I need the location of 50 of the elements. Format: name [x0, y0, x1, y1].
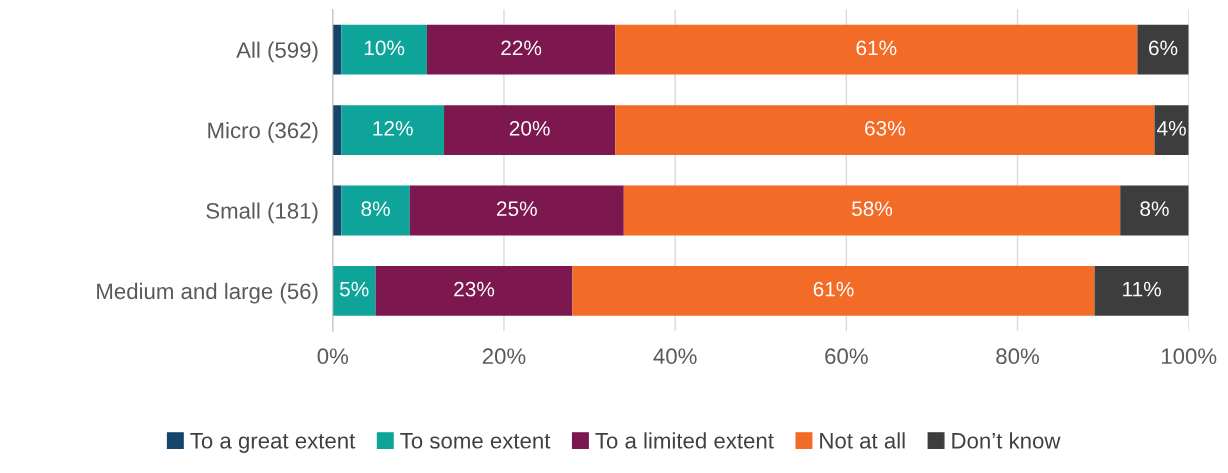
data-label: 4%	[1157, 121, 1186, 136]
bar	[426, 24, 616, 75]
data-label: 25%	[497, 201, 537, 217]
bar	[332, 105, 342, 155]
bar	[615, 105, 1155, 155]
x-tick-label: 40%	[653, 348, 697, 365]
data-label: 23%	[454, 281, 495, 297]
data-label: 12%	[373, 120, 413, 136]
data-label: 8%	[1140, 201, 1169, 217]
legend-label: To a limited extent	[595, 432, 774, 449]
bar	[341, 185, 410, 236]
data-label: 6%	[1149, 40, 1178, 56]
x-tick-label: 20%	[482, 348, 526, 365]
data-label: 22%	[501, 40, 542, 56]
data-label: 5%	[339, 281, 369, 297]
x-tick-label: 100%	[1161, 348, 1217, 365]
bar	[1137, 24, 1189, 75]
data-label: 58%	[852, 201, 893, 217]
x-tick-label: 80%	[996, 348, 1039, 365]
y-tick-label: Small (181)	[206, 202, 318, 224]
data-label: 8%	[361, 201, 390, 217]
legend-label: To some extent	[400, 433, 551, 449]
data-label: 61%	[813, 281, 854, 297]
bar	[409, 185, 624, 236]
legend-label: To a great extent	[190, 433, 356, 453]
data-label: 20%	[509, 120, 550, 136]
bar	[332, 185, 342, 236]
bar	[623, 185, 1121, 236]
bar	[332, 265, 376, 316]
bar	[1120, 185, 1189, 236]
y-tick-label: All (599)	[236, 41, 318, 63]
x-tick-label: 60%	[825, 348, 868, 365]
y-tick-label: Micro (362)	[208, 122, 318, 143]
bar	[1154, 105, 1189, 155]
bar	[341, 24, 427, 75]
bar	[615, 24, 1138, 75]
bar	[572, 265, 1095, 316]
bar	[444, 105, 616, 155]
data-label: 63%	[865, 120, 905, 136]
x-tick-label: 0%	[317, 348, 349, 365]
bar	[332, 24, 342, 75]
legend-label: Don’t know	[952, 432, 1061, 449]
bar	[375, 265, 573, 316]
bar	[1094, 265, 1189, 316]
data-label: 10%	[364, 40, 405, 56]
data-label: 11%	[1123, 281, 1161, 297]
legend-label: Not at all	[820, 432, 905, 449]
bar	[341, 105, 445, 155]
data-label: 61%	[856, 40, 897, 56]
y-tick-label: Medium and large (56)	[97, 282, 318, 304]
